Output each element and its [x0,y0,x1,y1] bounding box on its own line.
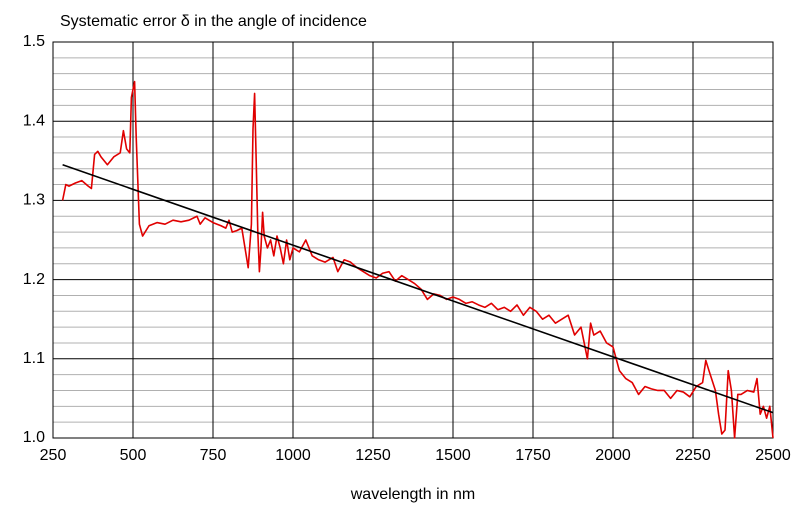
x-tick-label: 250 [40,447,67,464]
x-tick-label: 750 [200,447,227,464]
series-line [61,80,774,439]
y-tick-label: 1.1 [23,350,45,367]
x-tick-label: 1500 [435,447,471,464]
x-tick-label: 2500 [755,447,791,464]
y-tick-label: 1.5 [23,33,45,50]
y-tick-label: 1.3 [23,192,45,209]
y-tick-label: 1.4 [23,112,45,129]
x-tick-label: 2000 [595,447,631,464]
chart-title: Systematic error δ in the angle of incid… [60,13,367,30]
x-tick-label: 2250 [675,447,711,464]
series-line [62,164,774,414]
x-axis-label: wavelength in nm [350,486,476,503]
plot-frame [52,41,774,439]
x-tick-label: 1250 [355,447,391,464]
x-tick-label: 500 [120,447,147,464]
x-tick-label: 1750 [515,447,551,464]
y-tick-label: 1.2 [23,271,45,288]
x-tick-label: 1000 [275,447,311,464]
y-tick-label: 1.0 [23,429,45,446]
